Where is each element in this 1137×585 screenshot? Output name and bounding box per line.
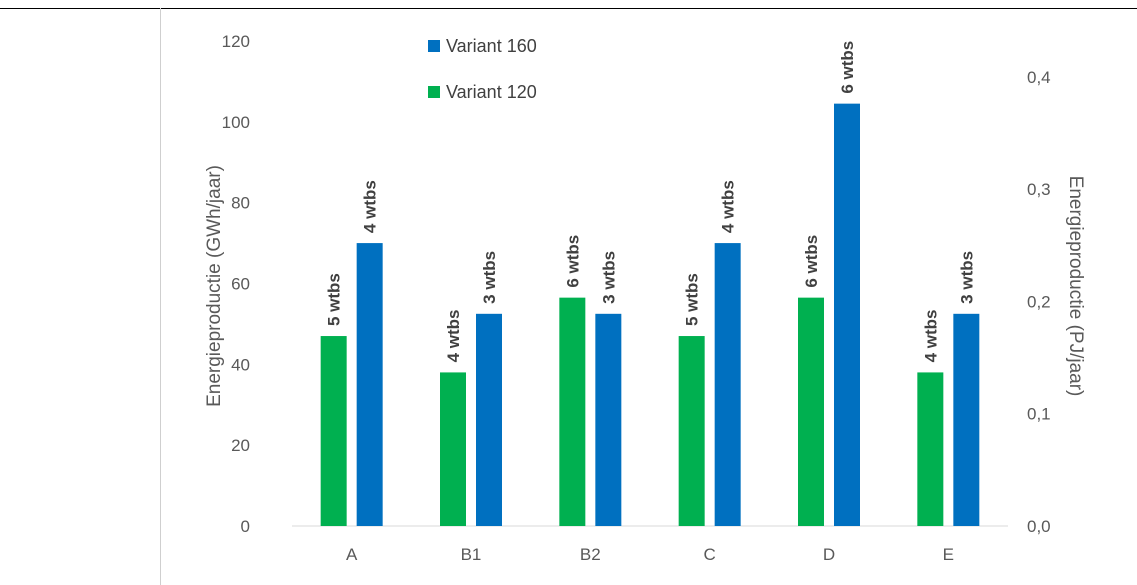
bar bbox=[834, 103, 860, 526]
bar bbox=[595, 313, 622, 526]
x-tick-label: B1 bbox=[461, 545, 482, 564]
bar-data-label: 3 wtbs bbox=[480, 251, 499, 304]
bar-data-label: 5 wtbs bbox=[683, 273, 702, 326]
bar bbox=[440, 372, 466, 526]
bar bbox=[356, 243, 383, 527]
bar-data-label: 4 wtbs bbox=[361, 180, 380, 233]
y2-tick-label: 0,3 bbox=[1027, 180, 1051, 199]
legend-swatch bbox=[428, 40, 440, 52]
bar-labels-layer: 5 wtbs 4 wtbs 4 wtbs 3 wtbs 6 wtbs 3 wtbs 5 wt… bbox=[325, 41, 977, 363]
bar-data-label: 4 wtbs bbox=[921, 310, 940, 363]
bar bbox=[320, 336, 347, 526]
y-tick-label: 20 bbox=[231, 436, 250, 455]
y-tick-label: 80 bbox=[231, 194, 250, 213]
y-axis-title: Energieproductie (GWh/jaar) bbox=[204, 165, 225, 407]
bar bbox=[917, 372, 944, 526]
legend: Variant 160 Variant 120 bbox=[428, 36, 537, 102]
bar bbox=[798, 297, 824, 526]
bar bbox=[714, 243, 741, 527]
x-tick-label: E bbox=[943, 545, 954, 564]
y-tick-label: 0 bbox=[241, 517, 250, 536]
bar-data-label: 6 wtbs bbox=[563, 235, 582, 288]
y-tick-label: 60 bbox=[231, 275, 250, 294]
bar bbox=[476, 313, 502, 526]
x-tick-label: B2 bbox=[580, 545, 601, 564]
legend-swatch bbox=[428, 86, 440, 98]
bar-data-label: 4 wtbs bbox=[444, 310, 463, 363]
bar-data-label: 4 wtbs bbox=[719, 180, 738, 233]
bar-data-label: 6 wtbs bbox=[838, 41, 857, 94]
legend-label: Variant 160 bbox=[446, 36, 537, 56]
x-tick-label: C bbox=[704, 545, 716, 564]
bar-data-label: 3 wtbs bbox=[599, 251, 618, 304]
y-tick-label: 100 bbox=[222, 113, 250, 132]
x-tick-label: A bbox=[346, 545, 358, 564]
y-tick-label: 40 bbox=[231, 355, 250, 374]
bar bbox=[953, 313, 980, 526]
y2-tick-label: 0,1 bbox=[1027, 405, 1051, 424]
left-rule bbox=[160, 8, 161, 585]
x-tick-label: D bbox=[823, 545, 835, 564]
legend-label: Variant 120 bbox=[446, 82, 537, 102]
y2-tick-label: 0,2 bbox=[1027, 292, 1051, 311]
bars-layer bbox=[320, 103, 980, 527]
y2-tick-label: 0,0 bbox=[1027, 517, 1051, 536]
axes-layer: 0 20 40 60 80 100 120 0,0 0,1 0,2 0,3 0,4 A B1 B2 C D E bbox=[222, 32, 1051, 564]
bar bbox=[559, 297, 586, 526]
y-tick-label: 120 bbox=[222, 32, 250, 51]
y2-axis-title: Energieproductie (PJ/jaar) bbox=[1065, 176, 1086, 397]
top-rule bbox=[0, 8, 1137, 9]
bar bbox=[678, 336, 705, 526]
bar-data-label: 6 wtbs bbox=[802, 235, 821, 288]
bar-data-label: 5 wtbs bbox=[325, 273, 344, 326]
y2-tick-label: 0,4 bbox=[1027, 68, 1051, 87]
bar-data-label: 3 wtbs bbox=[957, 251, 976, 304]
